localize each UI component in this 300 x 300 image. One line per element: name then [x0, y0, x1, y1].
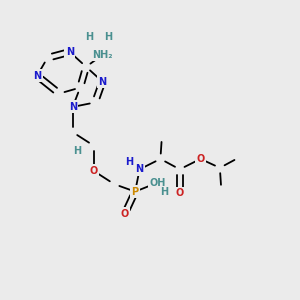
Text: H: H [125, 157, 133, 167]
Text: N: N [33, 71, 41, 81]
Text: H: H [104, 32, 112, 42]
Text: O: O [121, 209, 129, 219]
Text: H: H [73, 146, 81, 157]
Text: H: H [85, 32, 93, 42]
Text: OH: OH [149, 178, 166, 188]
Text: NH₂: NH₂ [92, 50, 113, 60]
Text: N: N [66, 47, 74, 57]
Text: N: N [136, 164, 144, 174]
Text: O: O [196, 154, 205, 164]
Text: H: H [160, 187, 168, 197]
Text: P: P [132, 187, 139, 196]
Text: N: N [69, 102, 77, 112]
Text: O: O [176, 188, 184, 198]
Text: N: N [98, 76, 106, 87]
Text: O: O [89, 166, 98, 176]
